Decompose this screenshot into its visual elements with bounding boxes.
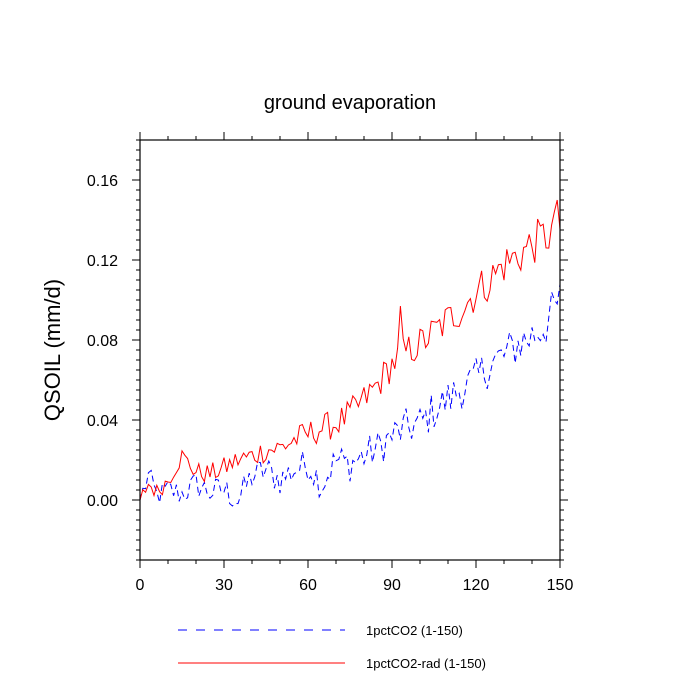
series-line-1 (139, 284, 561, 507)
x-tick-label: 0 (136, 577, 145, 594)
x-tick-label: 150 (547, 577, 574, 594)
y-tick-label: 0.04 (87, 413, 118, 430)
series-line-2 (139, 199, 561, 501)
plot-frame (139, 139, 561, 561)
plot-area (139, 199, 561, 507)
y-tick-label: 0.16 (87, 173, 118, 190)
x-tick-label: 60 (299, 577, 317, 594)
legend-label-2: 1pctCO2-rad (1-150) (366, 656, 486, 671)
chart-title: ground evaporation (264, 92, 436, 114)
legend-label-1: 1pctCO2 (1-150) (366, 623, 463, 638)
y-axis-label: QSOIL (mm/d) (40, 279, 65, 421)
axes: 0 30 60 90 120 150 0.00 0.04 0.08 0.12 0.16 (87, 132, 574, 594)
x-tick-label: 120 (463, 577, 490, 594)
y-tick-label: 0.00 (87, 493, 118, 510)
x-tick-label: 30 (215, 577, 233, 594)
legend: 1pctCO2 (1-150) 1pctCO2-rad (1-150) (178, 623, 486, 671)
y-tick-label: 0.08 (87, 333, 118, 350)
x-tick-label: 90 (383, 577, 401, 594)
y-tick-label: 0.12 (87, 253, 118, 270)
